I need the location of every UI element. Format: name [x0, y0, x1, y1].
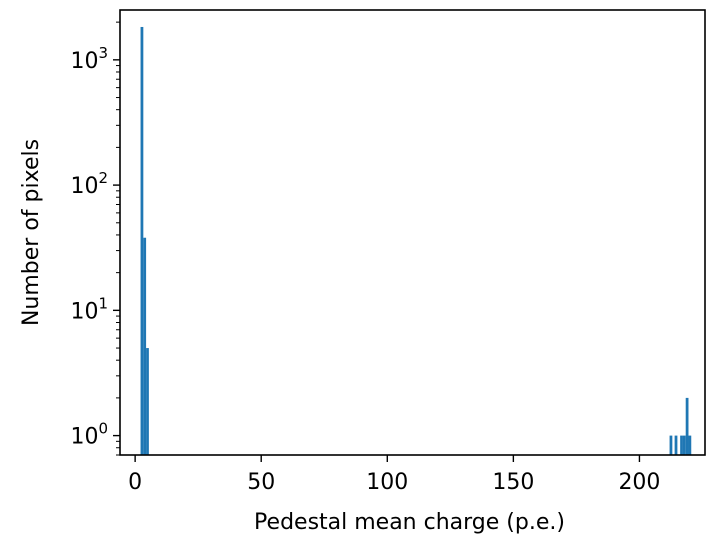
bars-group [140, 26, 692, 455]
x-tick-label: 50 [247, 470, 275, 495]
histogram-bar-1 [143, 237, 147, 455]
y-tick-label: 102 [70, 169, 108, 199]
y-tick-label: 101 [70, 294, 108, 324]
x-axis-ticks: 0 50 100 150 200 [128, 455, 660, 495]
y-axis-label: Number of pixels [19, 139, 44, 326]
x-axis-label: Pedestal mean charge (p.e.) [254, 510, 565, 534]
histogram-bar-0 [140, 26, 144, 455]
y-tick-exponent: 3 [98, 44, 108, 62]
y-tick-base: 10 [70, 49, 98, 74]
histogram-bar-7 [685, 397, 689, 455]
x-tick-label: 200 [618, 470, 660, 495]
y-tick-exponent: 2 [98, 169, 108, 187]
histogram-bar-4 [674, 435, 678, 455]
x-tick-label: 0 [128, 470, 142, 495]
plot-frame [119, 9, 706, 456]
histogram-bar-2 [146, 348, 149, 455]
y-tick-label: 100 [70, 420, 108, 450]
histogram-bar-6 [682, 435, 686, 455]
y-tick-exponent: 0 [98, 420, 108, 438]
y-tick-exponent: 1 [98, 294, 108, 312]
histogram-bar-3 [669, 435, 673, 455]
histogram-bar-8 [688, 435, 692, 455]
y-tick-base: 10 [70, 299, 98, 324]
y-tick-base: 10 [70, 174, 98, 199]
x-tick-label: 100 [366, 470, 408, 495]
histogram-bar-5 [680, 435, 683, 455]
y-tick-base: 10 [70, 425, 98, 450]
y-tick-label: 103 [70, 44, 108, 74]
x-tick-label: 150 [492, 470, 534, 495]
